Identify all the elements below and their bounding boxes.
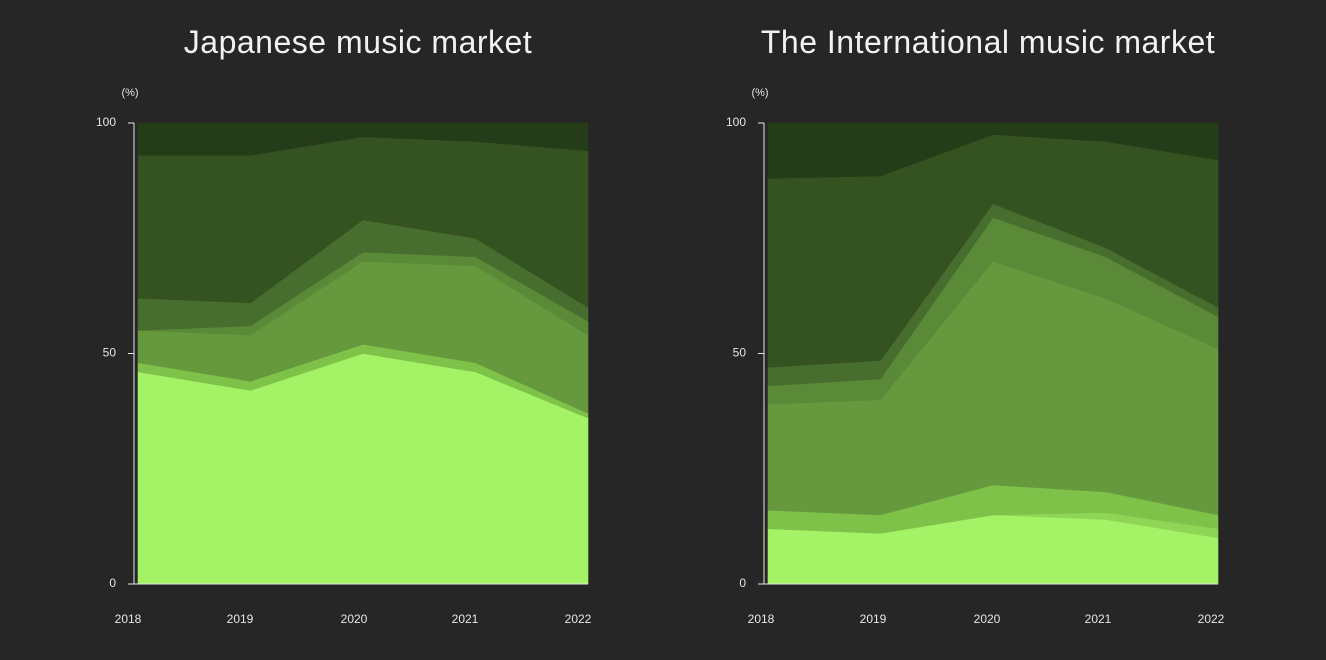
chart-title-international: The International music market <box>760 24 1216 60</box>
y-tick-label: 100 <box>96 115 116 129</box>
chart-japanese: 0 50 100 (%) 2018 2019 2020 2021 2022 <box>96 87 592 626</box>
x-tick-label: 2020 <box>341 612 368 626</box>
x-tick-label: 2018 <box>748 612 775 626</box>
y-tick-label: 0 <box>739 576 746 590</box>
x-tick-label: 2022 <box>1198 612 1225 626</box>
y-unit-label: (%) <box>751 87 768 99</box>
y-tick-label: 0 <box>109 576 116 590</box>
x-tick-label: 2020 <box>974 612 1001 626</box>
area-series-7 <box>137 122 589 156</box>
y-unit-label: (%) <box>121 87 138 99</box>
x-tick-label: 2019 <box>227 612 254 626</box>
x-tick-label: 2021 <box>1085 612 1112 626</box>
x-tick-label: 2018 <box>115 612 142 626</box>
chart-international: 0 50 100 (%) 2018 2019 2020 2021 2022 <box>726 87 1225 626</box>
x-tick-label: 2019 <box>860 612 887 626</box>
y-tick-label: 50 <box>733 346 747 360</box>
x-tick-label: 2021 <box>452 612 479 626</box>
y-tick-label: 50 <box>103 346 117 360</box>
y-tick-label: 100 <box>726 115 746 129</box>
area-series-8 <box>767 122 1219 179</box>
x-tick-label: 2022 <box>565 612 592 626</box>
chart-title-japanese: Japanese music market <box>183 24 533 60</box>
